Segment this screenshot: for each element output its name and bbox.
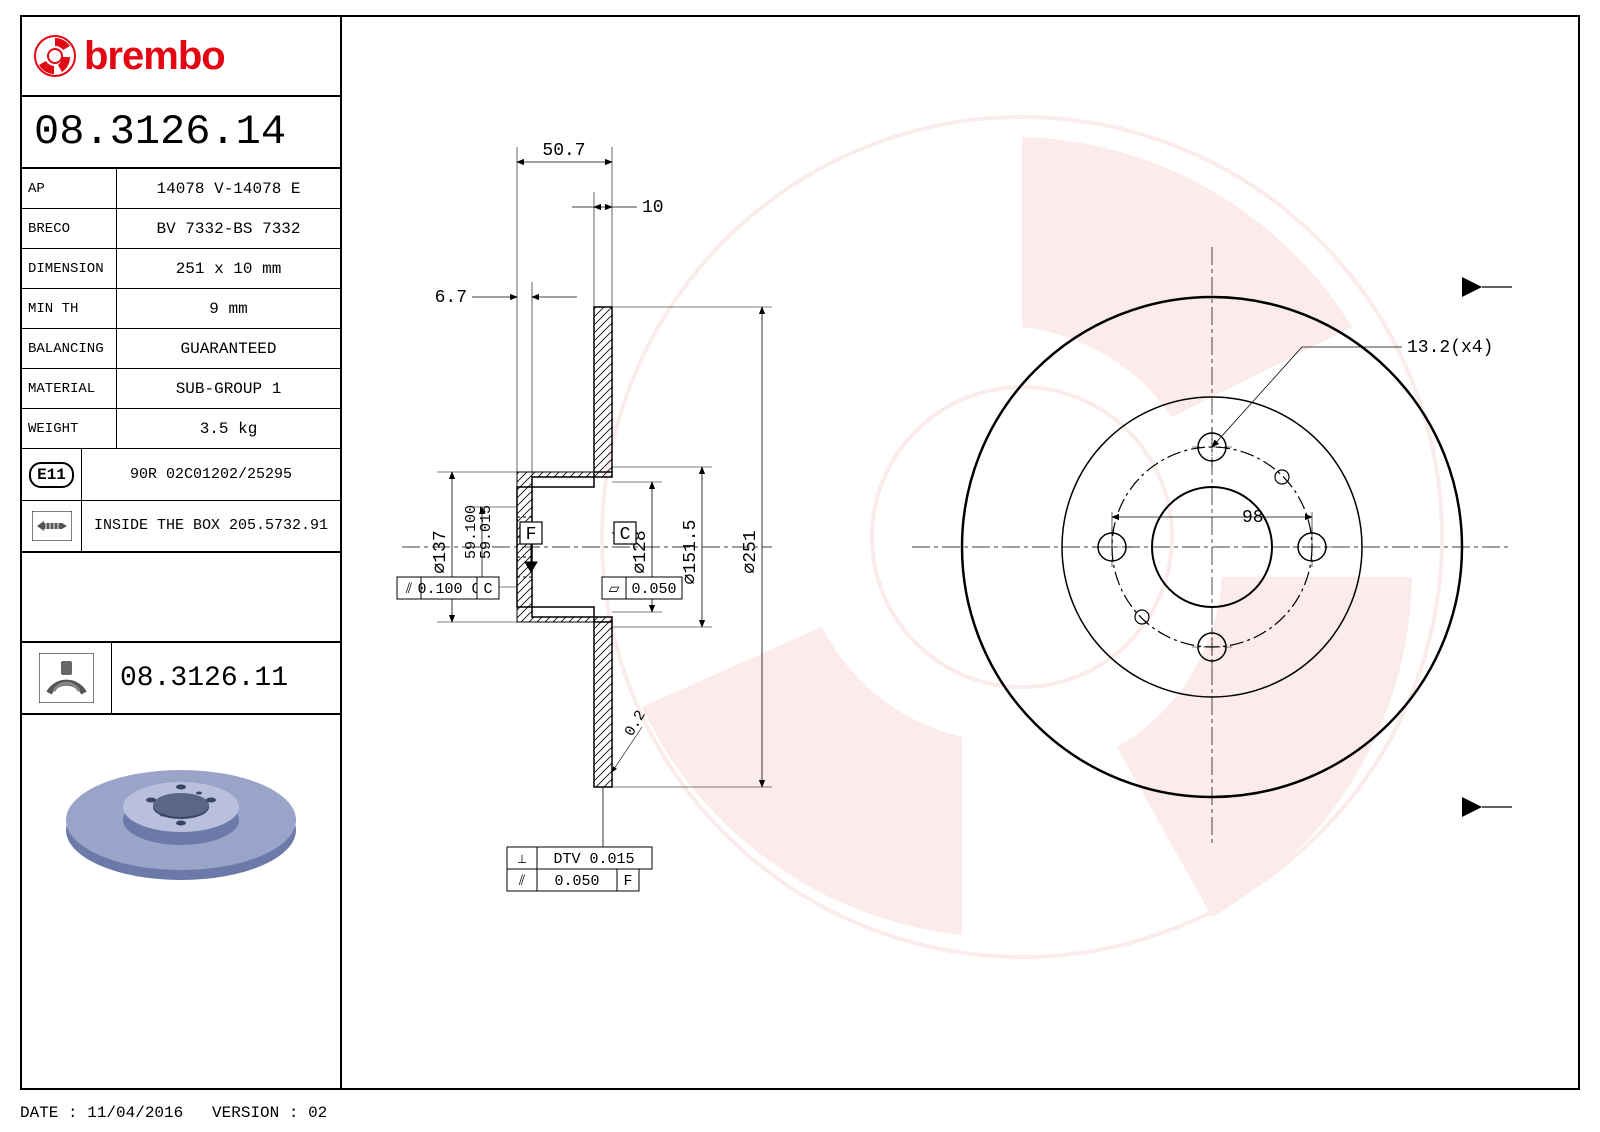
svg-text:⊥: ⊥ <box>517 852 527 866</box>
spec-value: INSIDE THE BOX 205.5732.91 <box>82 517 340 535</box>
spec-min-th: MIN TH 9 mm <box>22 289 340 329</box>
spec-label: WEIGHT <box>22 409 117 448</box>
brand-name: brembo <box>84 34 225 79</box>
svg-text:13.2(x4): 13.2(x4) <box>1407 338 1493 358</box>
disc-thumbnail-icon <box>51 735 311 905</box>
spec-label: DIMENSION <box>22 249 117 288</box>
svg-text:∅151.5: ∅151.5 <box>681 520 701 585</box>
spec-value: 3.5 kg <box>117 420 340 438</box>
svg-text:0.050: 0.050 <box>631 581 676 598</box>
front-view: 13.2(x4) 98 <box>912 247 1512 847</box>
e11-icon: E11 <box>22 449 82 500</box>
thumbnail-area <box>22 715 340 925</box>
screw-icon <box>22 501 82 551</box>
related-part-row: 08.3126.11 <box>22 643 340 715</box>
svg-text:∅251: ∅251 <box>741 530 761 573</box>
spec-value: 9 mm <box>117 300 340 318</box>
spec-weight: WEIGHT 3.5 kg <box>22 409 340 449</box>
spec-value: SUB-GROUP 1 <box>117 380 340 398</box>
svg-text:10: 10 <box>642 198 664 218</box>
logo-row: brembo <box>22 17 340 97</box>
drawing-frame: brembo 08.3126.14 AP 14078 V-14078 E BRE… <box>20 15 1580 1090</box>
spec-panel: brembo 08.3126.14 AP 14078 V-14078 E BRE… <box>22 17 342 1088</box>
svg-text:DTV 0.015: DTV 0.015 <box>553 851 634 868</box>
svg-text:F: F <box>623 873 632 890</box>
drawing-area: 50.7 10 6.7 ∅137 <box>342 17 1580 1088</box>
brembo-logo-icon <box>34 35 76 77</box>
svg-text:C: C <box>483 581 492 598</box>
spec-ap: AP 14078 V-14078 E <box>22 169 340 209</box>
svg-text:F: F <box>526 525 537 545</box>
footer-date: DATE : 11/04/2016 <box>20 1104 183 1122</box>
spec-balancing: BALANCING GUARANTEED <box>22 329 340 369</box>
technical-drawing: 50.7 10 6.7 ∅137 <box>342 17 1580 1090</box>
watermark-icon <box>602 117 1442 957</box>
svg-text:C: C <box>620 525 631 545</box>
part-number: 08.3126.14 <box>22 97 340 169</box>
spec-label: BRECO <box>22 209 117 248</box>
spec-value: 251 x 10 mm <box>117 260 340 278</box>
spec-value: 14078 V-14078 E <box>117 180 340 198</box>
footer: DATE : 11/04/2016 VERSION : 02 <box>20 1104 327 1122</box>
svg-text:▱: ▱ <box>609 580 620 596</box>
spec-cert: E11 90R 02C01202/25295 <box>22 449 340 501</box>
svg-text:0.100 C: 0.100 C <box>417 581 480 598</box>
spec-material: MATERIAL SUB-GROUP 1 <box>22 369 340 409</box>
caliper-icon <box>22 643 112 713</box>
svg-text:0.050: 0.050 <box>554 873 599 890</box>
svg-text:⫽: ⫽ <box>405 580 413 596</box>
svg-text:59.015: 59.015 <box>478 505 495 559</box>
spec-dimension: DIMENSION 251 x 10 mm <box>22 249 340 289</box>
spec-breco: BRECO BV 7332-BS 7332 <box>22 209 340 249</box>
svg-text:50.7: 50.7 <box>542 141 585 161</box>
svg-text:⫽: ⫽ <box>518 872 526 888</box>
spec-label: BALANCING <box>22 329 117 368</box>
spec-label: MATERIAL <box>22 369 117 408</box>
spec-value: GUARANTEED <box>117 340 340 358</box>
spec-box: INSIDE THE BOX 205.5732.91 <box>22 501 340 553</box>
svg-text:6.7: 6.7 <box>435 288 467 308</box>
svg-text:98: 98 <box>1242 508 1264 528</box>
spec-label: AP <box>22 169 117 208</box>
spec-value: 90R 02C01202/25295 <box>82 466 340 484</box>
spec-label: MIN TH <box>22 289 117 328</box>
footer-version: VERSION : 02 <box>212 1104 327 1122</box>
spec-value: BV 7332-BS 7332 <box>117 220 340 238</box>
svg-text:∅137: ∅137 <box>431 530 451 573</box>
related-part-number: 08.3126.11 <box>112 663 340 694</box>
spacer <box>22 553 340 643</box>
